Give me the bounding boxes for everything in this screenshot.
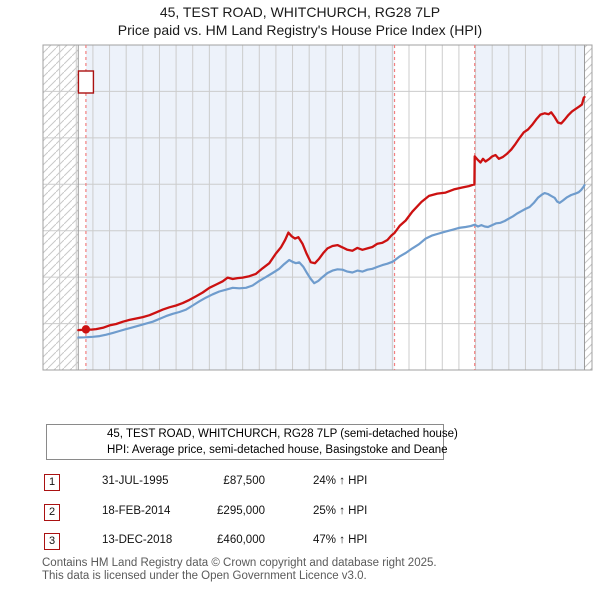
transaction-3-price: £460,000	[217, 534, 265, 546]
legend-label-price-paid: 45, TEST ROAD, WHITCHURCH, RG28 7LP (sem…	[107, 428, 458, 440]
transaction-3-date: 13-DEC-2018	[102, 534, 173, 546]
transaction-1-date: 31-JUL-1995	[102, 475, 169, 487]
no-data-hatch-left	[43, 45, 79, 370]
hpi-line	[77, 184, 586, 339]
sale-marker-box	[77, 70, 95, 94]
chart-title: 45, TEST ROAD, WHITCHURCH, RG28 7LP Pric…	[0, 3, 600, 39]
price-line-swatch	[59, 433, 97, 436]
price-chart	[42, 44, 593, 371]
legend-label-hpi: HPI: Average price, semi-detached house,…	[107, 444, 448, 456]
attribution-line2: This data is licensed under the Open Gov…	[42, 569, 367, 582]
transaction-3-marker: 3	[44, 533, 60, 550]
hpi-line-swatch	[59, 449, 97, 452]
chart-legend: 45, TEST ROAD, WHITCHURCH, RG28 7LP (sem…	[46, 424, 458, 460]
transaction-2-date: 18-FEB-2014	[102, 505, 171, 517]
chart-title-line1: 45, TEST ROAD, WHITCHURCH, RG28 7LP	[159, 4, 441, 20]
ownership-band	[85, 45, 395, 370]
attribution-line1: Contains HM Land Registry data © Crown c…	[42, 557, 437, 569]
transaction-row-3: 3 13-DEC-2018 £460,000 47% ↑ HPI	[0, 533, 600, 551]
chart-title-line2: Price paid vs. HM Land Registry's House …	[117, 22, 483, 38]
transaction-1-price: £87,500	[223, 475, 265, 487]
transaction-1-marker: 1	[44, 474, 60, 491]
no-data-hatch-right	[584, 45, 592, 370]
sale-marker-dot	[81, 325, 91, 334]
transaction-2-hpi-delta: 25% ↑ HPI	[313, 505, 368, 517]
transaction-1-hpi-delta: 24% ↑ HPI	[313, 475, 368, 487]
transaction-row-1: 1 31-JUL-1995 £87,500 24% ↑ HPI	[0, 474, 600, 492]
legend-row-price-paid: 45, TEST ROAD, WHITCHURCH, RG28 7LP (sem…	[47, 426, 458, 442]
price-paid-line	[77, 95, 586, 332]
transaction-row-2: 2 18-FEB-2014 £295,000 25% ↑ HPI	[0, 504, 600, 522]
attribution-footer: Contains HM Land Registry data © Crown c…	[42, 557, 582, 582]
legend-row-hpi: HPI: Average price, semi-detached house,…	[47, 442, 448, 458]
transaction-2-marker: 2	[44, 504, 60, 521]
transaction-3-hpi-delta: 47% ↑ HPI	[313, 534, 368, 546]
transaction-2-price: £295,000	[217, 505, 265, 517]
